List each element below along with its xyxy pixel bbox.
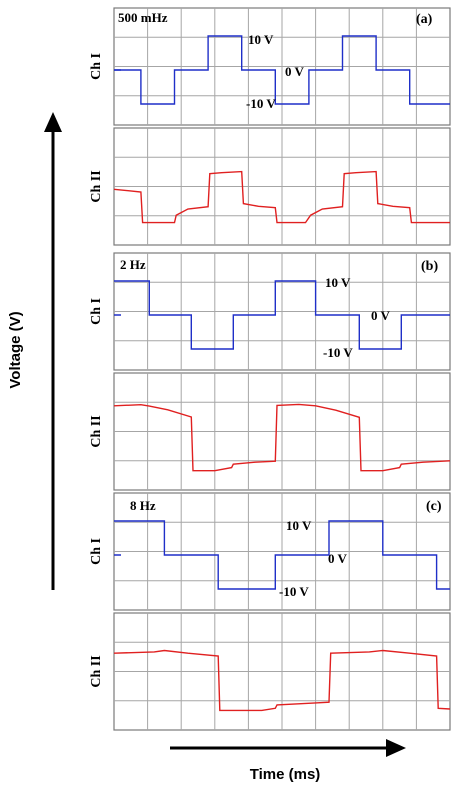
level-label: 10 V — [286, 518, 312, 533]
panel-a: Ch I Ch II 500 mHz (a) 10 V 0 V -10 V — [89, 7, 451, 246]
x-axis-arrowhead — [386, 739, 406, 757]
level-label: -10 V — [323, 345, 353, 360]
row-label: Ch I — [89, 53, 104, 80]
panel-tag: (a) — [416, 12, 433, 27]
level-label: 10 V — [325, 275, 351, 290]
x-axis-label: Time (ms) — [250, 766, 321, 783]
frequency-label: 2 Hz — [120, 257, 146, 272]
row-ch1: Ch I — [89, 252, 451, 371]
level-label: 0 V — [285, 64, 305, 79]
trace-ch1 — [114, 520, 450, 590]
row-ch1: Ch I — [89, 492, 451, 611]
panel-c: Ch I Ch II 8 Hz (c) 10 V 0 V -10 V — [89, 492, 451, 731]
trace-ch2 — [113, 403, 451, 472]
row-label: Ch II — [89, 655, 104, 687]
panel-tag: (b) — [421, 259, 438, 274]
y-axis-label: Voltage (V) — [7, 311, 24, 388]
level-label: 0 V — [371, 308, 391, 323]
row-ch1: Ch I — [89, 7, 451, 126]
figure-axes: Voltage (V) Time (ms) — [7, 112, 406, 783]
frequency-label: 8 Hz — [130, 498, 156, 513]
row-ch2: Ch II — [89, 612, 451, 731]
level-label: 0 V — [328, 551, 348, 566]
panels: Ch I Ch II 500 mHz (a) 10 V 0 V -10 V Ch I Ch II… — [89, 7, 451, 731]
row-label: Ch I — [89, 538, 104, 565]
level-label: 10 V — [248, 32, 274, 47]
panel-tag: (c) — [426, 499, 442, 514]
row-ch2: Ch II — [89, 372, 451, 491]
trace-ch2 — [113, 649, 451, 712]
trace-ch1 — [114, 280, 450, 350]
y-axis-arrowhead — [44, 112, 62, 132]
row-ch2: Ch II — [89, 127, 451, 246]
panel-b: Ch I Ch II 2 Hz (b) 10 V 0 V -10 V — [89, 252, 451, 491]
row-label: Ch II — [89, 415, 104, 447]
level-label: -10 V — [279, 584, 309, 599]
trace-ch2 — [113, 170, 450, 224]
frequency-label: 500 mHz — [118, 10, 168, 25]
level-label: -10 V — [246, 96, 276, 111]
row-label: Ch I — [89, 298, 104, 325]
trace-ch1 — [114, 35, 450, 105]
row-label: Ch II — [89, 170, 104, 202]
